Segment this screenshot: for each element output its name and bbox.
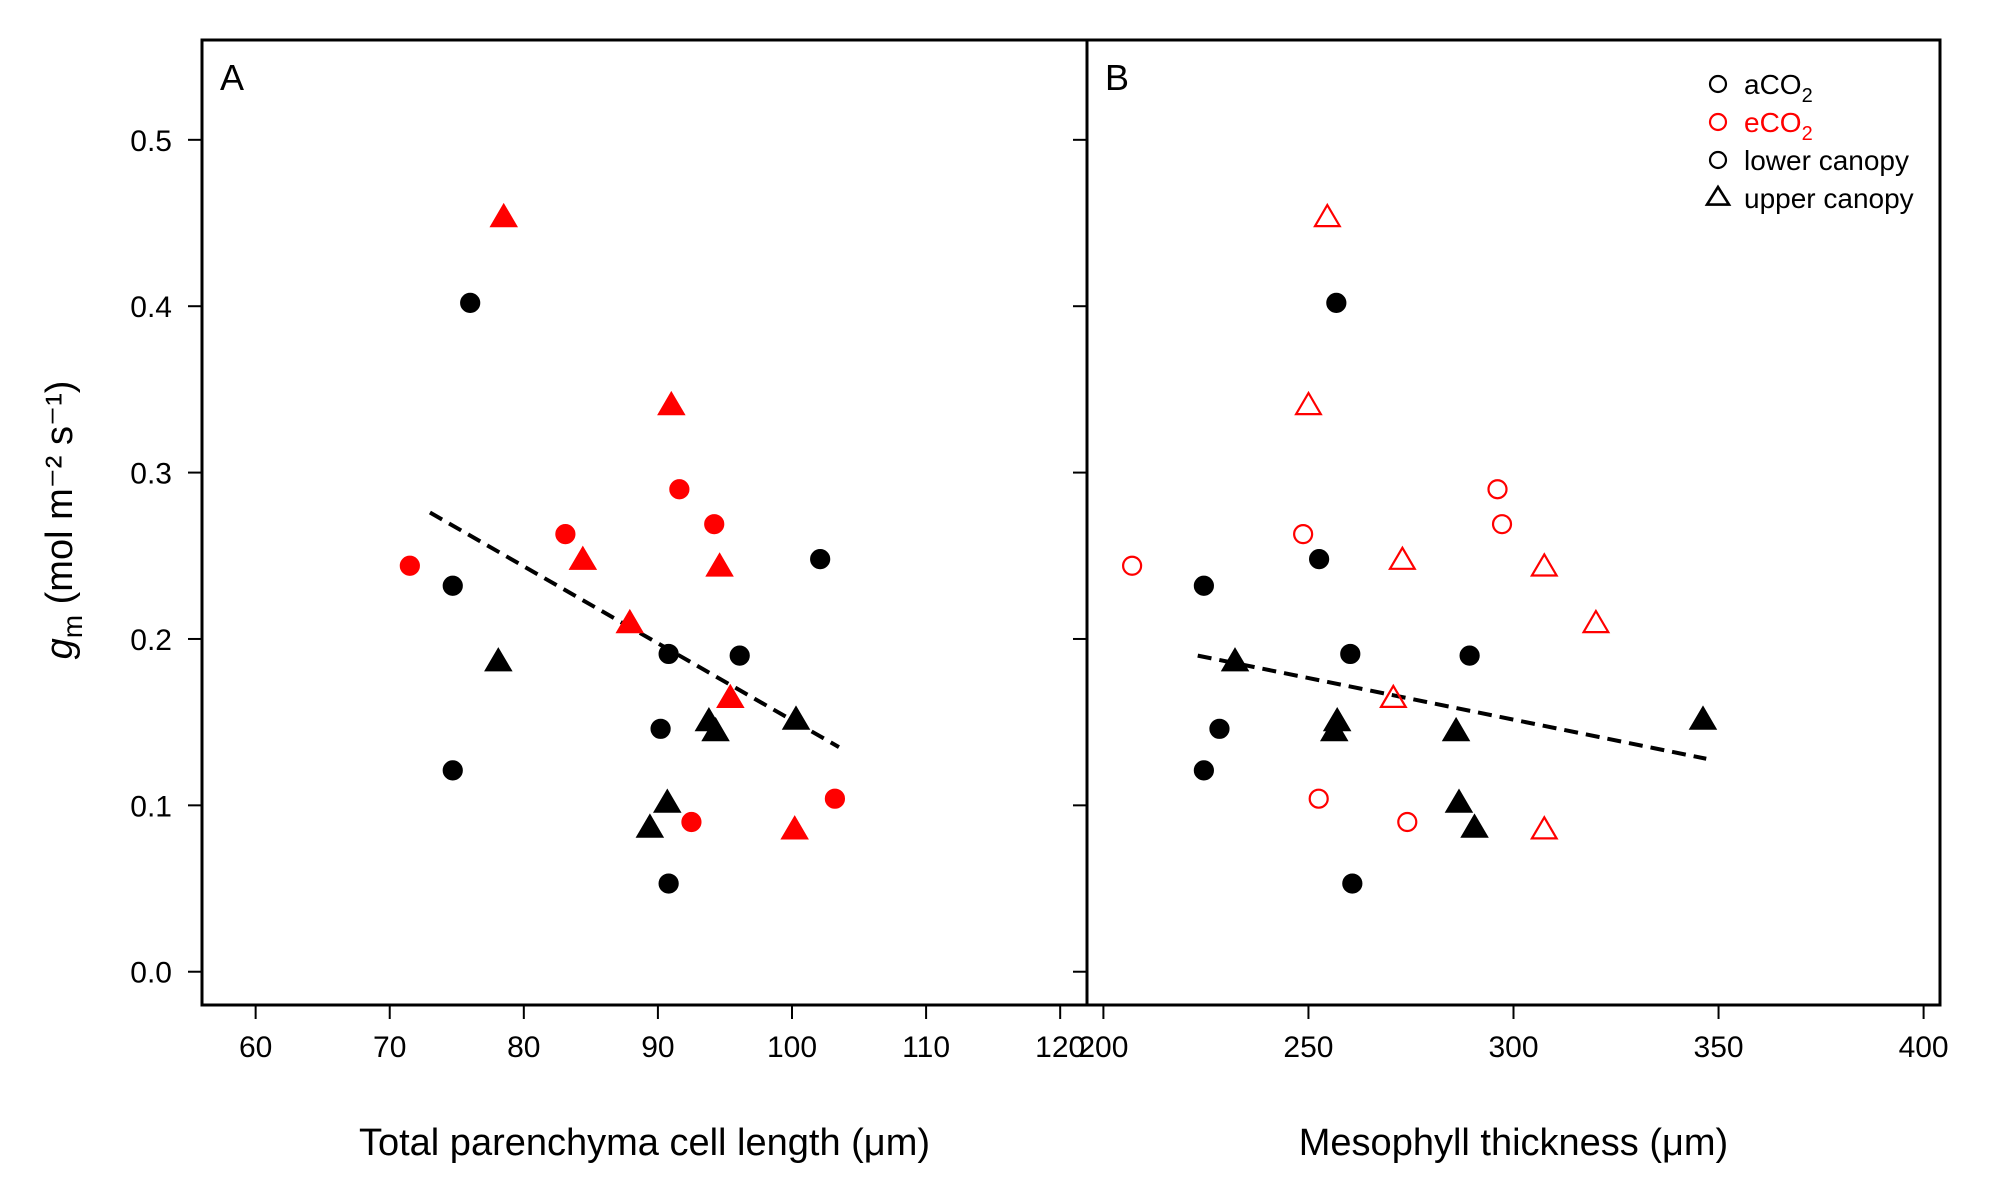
- x-tick-label: 100: [767, 1031, 817, 1064]
- panel-label: A: [220, 57, 244, 98]
- y-axis-title: gm (mol m⁻² s⁻¹): [39, 381, 88, 660]
- data-point-triangle: [657, 390, 686, 416]
- data-point-circle: [1308, 788, 1329, 809]
- y-tick-label: 0.2: [130, 624, 172, 657]
- plot-frame: [200, 38, 1089, 1007]
- data-point-circle: [810, 549, 831, 570]
- data-point-circle: [555, 524, 576, 545]
- data-point-triangle: [705, 552, 734, 577]
- data-point-triangle: [1220, 647, 1250, 672]
- data-point-circle: [658, 873, 679, 894]
- y-tick-label: 0.0: [130, 957, 172, 990]
- y-axis-title-text: gm (mol m⁻² s⁻¹): [39, 381, 88, 660]
- y-tick-label: 0.1: [130, 790, 172, 823]
- data-point-triangle: [484, 647, 513, 672]
- y-tick-label: 0.4: [130, 291, 172, 324]
- legend-marker: [1708, 150, 1728, 170]
- data-point-circle: [1487, 479, 1508, 500]
- data-point-circle: [1309, 549, 1330, 570]
- data-point-circle: [1326, 292, 1347, 313]
- legend-marker: [1704, 184, 1732, 206]
- data-point-triangle: [1688, 705, 1718, 730]
- data-point-triangle: [1444, 788, 1474, 813]
- data-point-circle: [460, 292, 481, 313]
- legend-label: upper canopy: [1744, 183, 1914, 214]
- x-tick-label: 350: [1694, 1031, 1744, 1064]
- data-point-triangle: [1388, 545, 1417, 570]
- x-tick-label: 200: [1078, 1031, 1128, 1064]
- data-point-triangle: [780, 815, 809, 840]
- legend-label: aCO2: [1744, 69, 1813, 107]
- data-point-triangle: [781, 705, 811, 730]
- data-point-circle: [1491, 514, 1513, 535]
- x-axis-title: Total parenchyma cell length (μm): [359, 1122, 930, 1164]
- fit-line: [1197, 653, 1707, 761]
- data-point-triangle: [1294, 390, 1323, 416]
- x-tick-label: 300: [1488, 1031, 1538, 1064]
- data-point-triangle: [1581, 608, 1611, 634]
- data-point-circle: [704, 514, 725, 535]
- data-point-triangle: [489, 202, 519, 228]
- data-point-circle: [1122, 555, 1143, 576]
- data-point-triangle: [716, 683, 745, 709]
- data-point-triangle: [1441, 716, 1471, 742]
- panel-a: 60 70 80 90 100 110 120 0.0 0.1 0.2 0.3 0.4 0.5 A Tota…: [130, 38, 1089, 1164]
- x-tick-label: 120: [1035, 1031, 1085, 1064]
- x-tick-label: 250: [1283, 1031, 1333, 1064]
- data-point-circle: [1459, 645, 1480, 666]
- data-point-triangle: [1529, 815, 1559, 840]
- data-point-circle: [650, 718, 671, 739]
- legend-marker: [1708, 112, 1728, 132]
- panel-b: 200 250 300 350 400 B Mesophyll thickness (μm): [1073, 38, 1949, 1164]
- x-tick-label: 110: [902, 1031, 950, 1064]
- data-point-triangle: [1319, 716, 1349, 742]
- data-point-circle: [729, 645, 750, 666]
- data-point-circle: [1193, 575, 1214, 596]
- data-point-circle: [1397, 811, 1418, 833]
- data-point-triangle: [652, 788, 682, 813]
- data-point-triangle: [635, 813, 665, 838]
- data-point-circle: [1193, 760, 1214, 781]
- data-point-circle: [669, 479, 690, 500]
- x-tick-label: 70: [373, 1031, 406, 1064]
- x-tick-label: 60: [239, 1031, 272, 1064]
- data-point-circle: [681, 811, 702, 833]
- data-point-triangle: [1529, 552, 1559, 577]
- data-point-triangle: [615, 608, 645, 634]
- data-point-triangle: [701, 716, 730, 742]
- data-point-triangle: [568, 545, 598, 570]
- y-tick-label: 0.3: [130, 458, 172, 491]
- data-point-circle: [1293, 524, 1314, 545]
- x-axis-title: Mesophyll thickness (μm): [1299, 1122, 1728, 1164]
- y-tick-label: 0.5: [130, 125, 172, 158]
- x-tick-label: 80: [507, 1031, 540, 1064]
- data-point-circle: [1340, 643, 1361, 665]
- data-point-circle: [442, 575, 463, 596]
- fit-line: [428, 510, 840, 749]
- data-point-circle: [1342, 873, 1363, 894]
- data-point-circle: [1209, 718, 1230, 739]
- data-point-circle: [442, 760, 463, 781]
- data-point-triangle: [1460, 813, 1489, 838]
- panel-label: B: [1105, 57, 1129, 98]
- legend-label: lower canopy: [1744, 145, 1909, 176]
- data-point-triangle: [1313, 202, 1342, 228]
- data-point-circle: [399, 555, 420, 576]
- x-tick-label: 90: [641, 1031, 674, 1064]
- data-point-triangle: [1379, 683, 1408, 709]
- legend-label: eCO2: [1744, 107, 1813, 145]
- x-tick-label: 400: [1899, 1031, 1949, 1064]
- data-point-circle: [658, 643, 679, 665]
- data-point-circle: [824, 788, 846, 809]
- legend-marker: [1708, 74, 1728, 94]
